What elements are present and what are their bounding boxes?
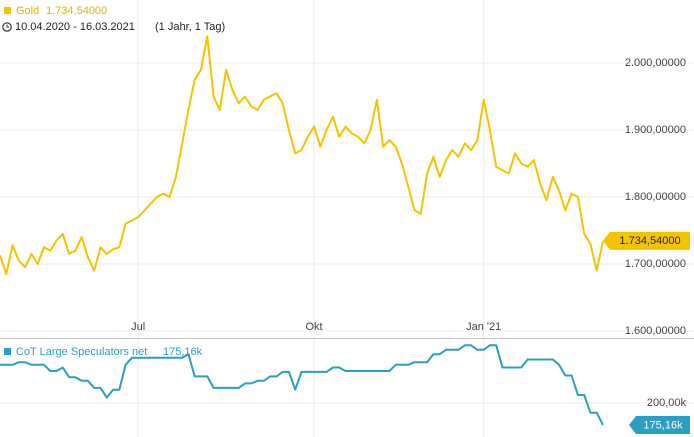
period: (1 Jahr, 1 Tag) xyxy=(155,21,225,33)
legend-label: CoT Large Speculators net xyxy=(16,346,147,358)
x-tick-label: Jul xyxy=(131,321,145,333)
clock-icon xyxy=(2,22,12,32)
legend-swatch xyxy=(4,348,11,355)
legend-label: Gold xyxy=(16,5,39,17)
data-line xyxy=(0,344,604,426)
overlay: Gold 1.734,54000 10.04.2020 - 16.03.2021… xyxy=(2,5,690,434)
value-tag-label: 175,16k xyxy=(643,419,683,431)
legend-value: 175,16k xyxy=(163,346,203,358)
y-tick-label: 1.800,00000 xyxy=(625,191,686,203)
clock-hands xyxy=(6,24,9,28)
y-tick-label: 2.000,00000 xyxy=(625,57,686,69)
value-tag xyxy=(629,415,690,434)
y-tick-label: 200,00k xyxy=(647,397,687,409)
legend-value: 1.734,54000 xyxy=(46,5,107,17)
lines xyxy=(0,35,604,426)
value-tag-label: 1.734,54000 xyxy=(619,235,680,247)
x-tick-label: Jan '21 xyxy=(466,321,501,333)
y-tick-label: 1.900,00000 xyxy=(625,124,686,136)
data-line xyxy=(0,35,604,275)
date-range: 10.04.2020 - 16.03.2021 xyxy=(15,21,135,33)
legend-swatch xyxy=(4,7,11,14)
x-tick-label: Okt xyxy=(306,321,323,333)
value-tag xyxy=(603,231,690,250)
y-tick-label: 1.600,00000 xyxy=(625,325,686,337)
y-tick-label: 1.700,00000 xyxy=(625,258,686,270)
